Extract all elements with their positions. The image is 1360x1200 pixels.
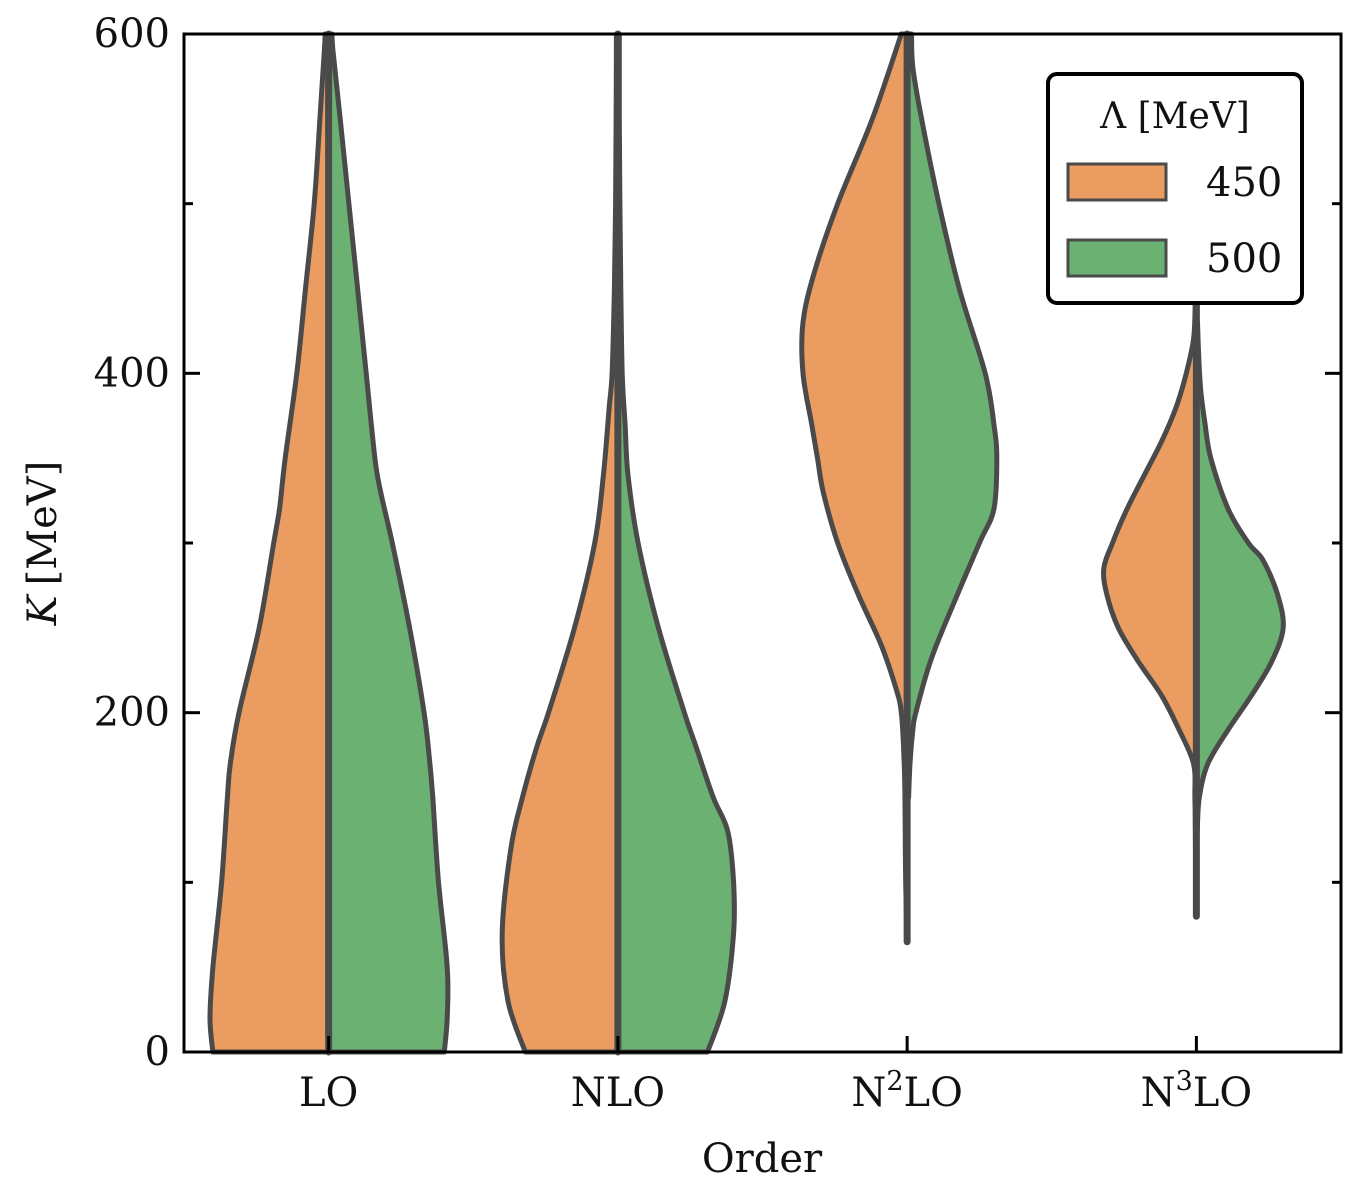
y-axis-label: K [MeV]	[20, 461, 66, 627]
violin-left-0	[207, 31, 332, 1055]
x-axis-label: Order	[702, 1136, 823, 1182]
legend-title: Λ [MeV]	[1099, 96, 1250, 137]
y-tick-label: 0	[145, 1029, 170, 1075]
y-axis: 0 200 400 600	[94, 11, 1341, 1075]
x-tick-label: NLO	[571, 1070, 665, 1116]
legend-label-450: 450	[1206, 160, 1282, 206]
x-tick-label: N2LO	[851, 1066, 963, 1116]
x-tick-label: LO	[299, 1070, 358, 1116]
legend-swatch-450	[1066, 162, 1168, 202]
y-tick-label: 400	[94, 350, 170, 396]
violin-left-1	[499, 31, 621, 1055]
y-tick-label: 600	[94, 11, 170, 57]
legend-label-500: 500	[1206, 236, 1282, 282]
y-tick-label: 200	[94, 690, 170, 736]
y-axis-label-unit: [MeV]	[20, 461, 66, 586]
legend: Λ [MeV] 450 500	[1046, 72, 1304, 305]
violin-right-1	[615, 31, 737, 1055]
violin-left-2	[799, 31, 910, 945]
violin-right-0	[326, 31, 451, 1055]
violin-layer	[207, 31, 1286, 1055]
center-lines	[325, 30, 1200, 1056]
x-axis: LO NLO N2LO N3LO	[299, 1036, 1252, 1116]
legend-swatch-500	[1066, 238, 1168, 278]
violin-left-3	[1101, 269, 1199, 919]
violin-right-2	[904, 31, 1000, 800]
y-axis-label-var: K	[20, 593, 66, 626]
x-tick-label: N3LO	[1141, 1066, 1253, 1116]
violin-right-3	[1193, 319, 1286, 834]
